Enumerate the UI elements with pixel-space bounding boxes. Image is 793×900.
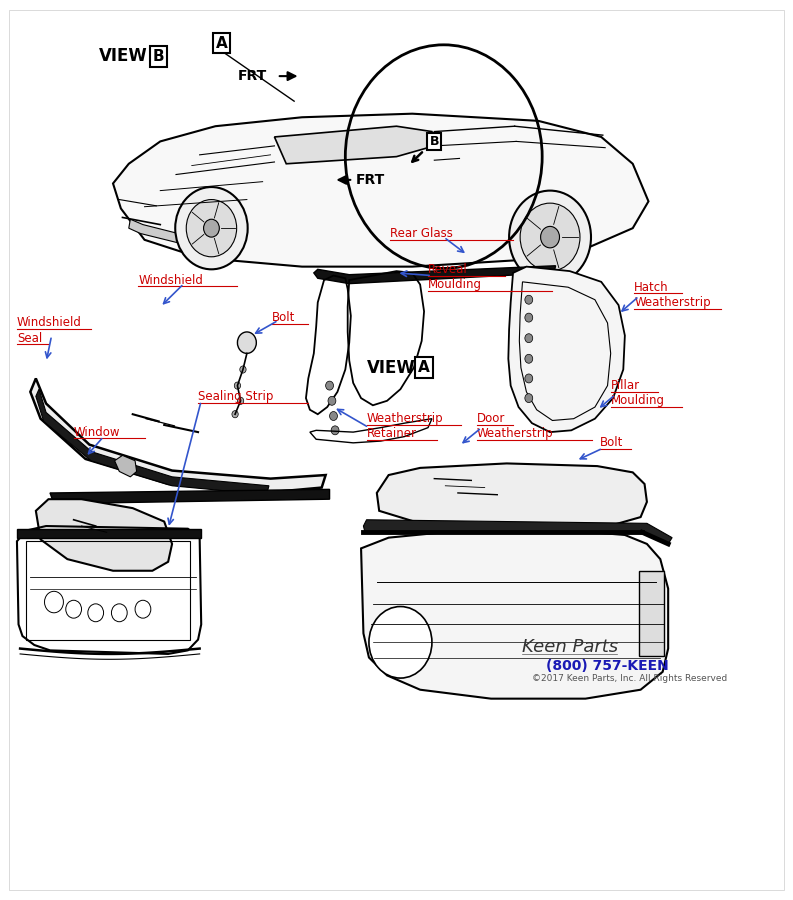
Text: Reveal: Reveal (428, 263, 468, 275)
Polygon shape (17, 528, 201, 537)
Polygon shape (314, 266, 556, 284)
Text: Bolt: Bolt (600, 436, 623, 449)
Circle shape (234, 382, 240, 389)
Circle shape (204, 220, 220, 237)
Text: Pillar: Pillar (611, 379, 640, 392)
Circle shape (175, 187, 247, 269)
Text: FRT: FRT (355, 173, 385, 187)
Circle shape (328, 396, 336, 405)
Circle shape (525, 355, 533, 364)
Text: Hatch: Hatch (634, 281, 669, 293)
Circle shape (237, 332, 256, 354)
Text: (800) 757-KEEN: (800) 757-KEEN (546, 660, 668, 673)
Text: Sealing Strip: Sealing Strip (198, 390, 274, 403)
Text: Weatherstrip: Weatherstrip (634, 296, 711, 309)
Circle shape (237, 397, 243, 404)
Bar (26, 541, 190, 640)
Text: Bolt: Bolt (272, 311, 296, 324)
Polygon shape (115, 455, 136, 477)
Circle shape (326, 381, 334, 390)
Circle shape (369, 607, 432, 678)
Text: B: B (153, 49, 164, 64)
Polygon shape (50, 490, 330, 504)
Text: A: A (418, 360, 430, 375)
Circle shape (525, 393, 533, 402)
Text: ©2017 Keen Parts, Inc. All Rights Reserved: ©2017 Keen Parts, Inc. All Rights Reserv… (532, 674, 727, 683)
Circle shape (541, 227, 560, 248)
Text: Rear Glass: Rear Glass (390, 227, 453, 240)
Polygon shape (274, 126, 435, 164)
Circle shape (331, 426, 339, 435)
Circle shape (520, 203, 580, 271)
Polygon shape (113, 113, 649, 266)
Circle shape (525, 313, 533, 322)
Text: Windshield: Windshield (138, 274, 203, 286)
Text: VIEW: VIEW (366, 359, 416, 377)
Polygon shape (361, 530, 668, 698)
Text: Keen Parts: Keen Parts (523, 638, 619, 656)
Text: Weatherstrip: Weatherstrip (477, 428, 554, 440)
Text: Windshield: Windshield (17, 317, 82, 329)
Circle shape (525, 374, 533, 382)
Circle shape (239, 366, 246, 373)
Polygon shape (363, 520, 672, 544)
Circle shape (509, 191, 591, 284)
Text: Moulding: Moulding (611, 394, 665, 408)
Polygon shape (36, 500, 172, 571)
Text: Door: Door (477, 412, 505, 425)
Polygon shape (36, 389, 269, 495)
Text: Weatherstrip: Weatherstrip (366, 412, 443, 425)
Bar (639, 571, 665, 656)
Text: Window: Window (74, 426, 121, 438)
Polygon shape (508, 266, 625, 432)
Circle shape (525, 334, 533, 343)
Circle shape (186, 200, 236, 256)
Text: FRT: FRT (237, 69, 266, 83)
Circle shape (525, 295, 533, 304)
Text: B: B (430, 135, 439, 148)
Circle shape (330, 411, 338, 420)
Text: Moulding: Moulding (428, 278, 482, 291)
Polygon shape (377, 464, 647, 530)
Text: Retainer: Retainer (366, 428, 416, 440)
Text: Seal: Seal (17, 332, 42, 345)
Text: A: A (216, 35, 228, 50)
Polygon shape (30, 378, 326, 493)
Circle shape (232, 410, 238, 418)
Polygon shape (128, 220, 186, 244)
Text: VIEW: VIEW (99, 48, 147, 66)
